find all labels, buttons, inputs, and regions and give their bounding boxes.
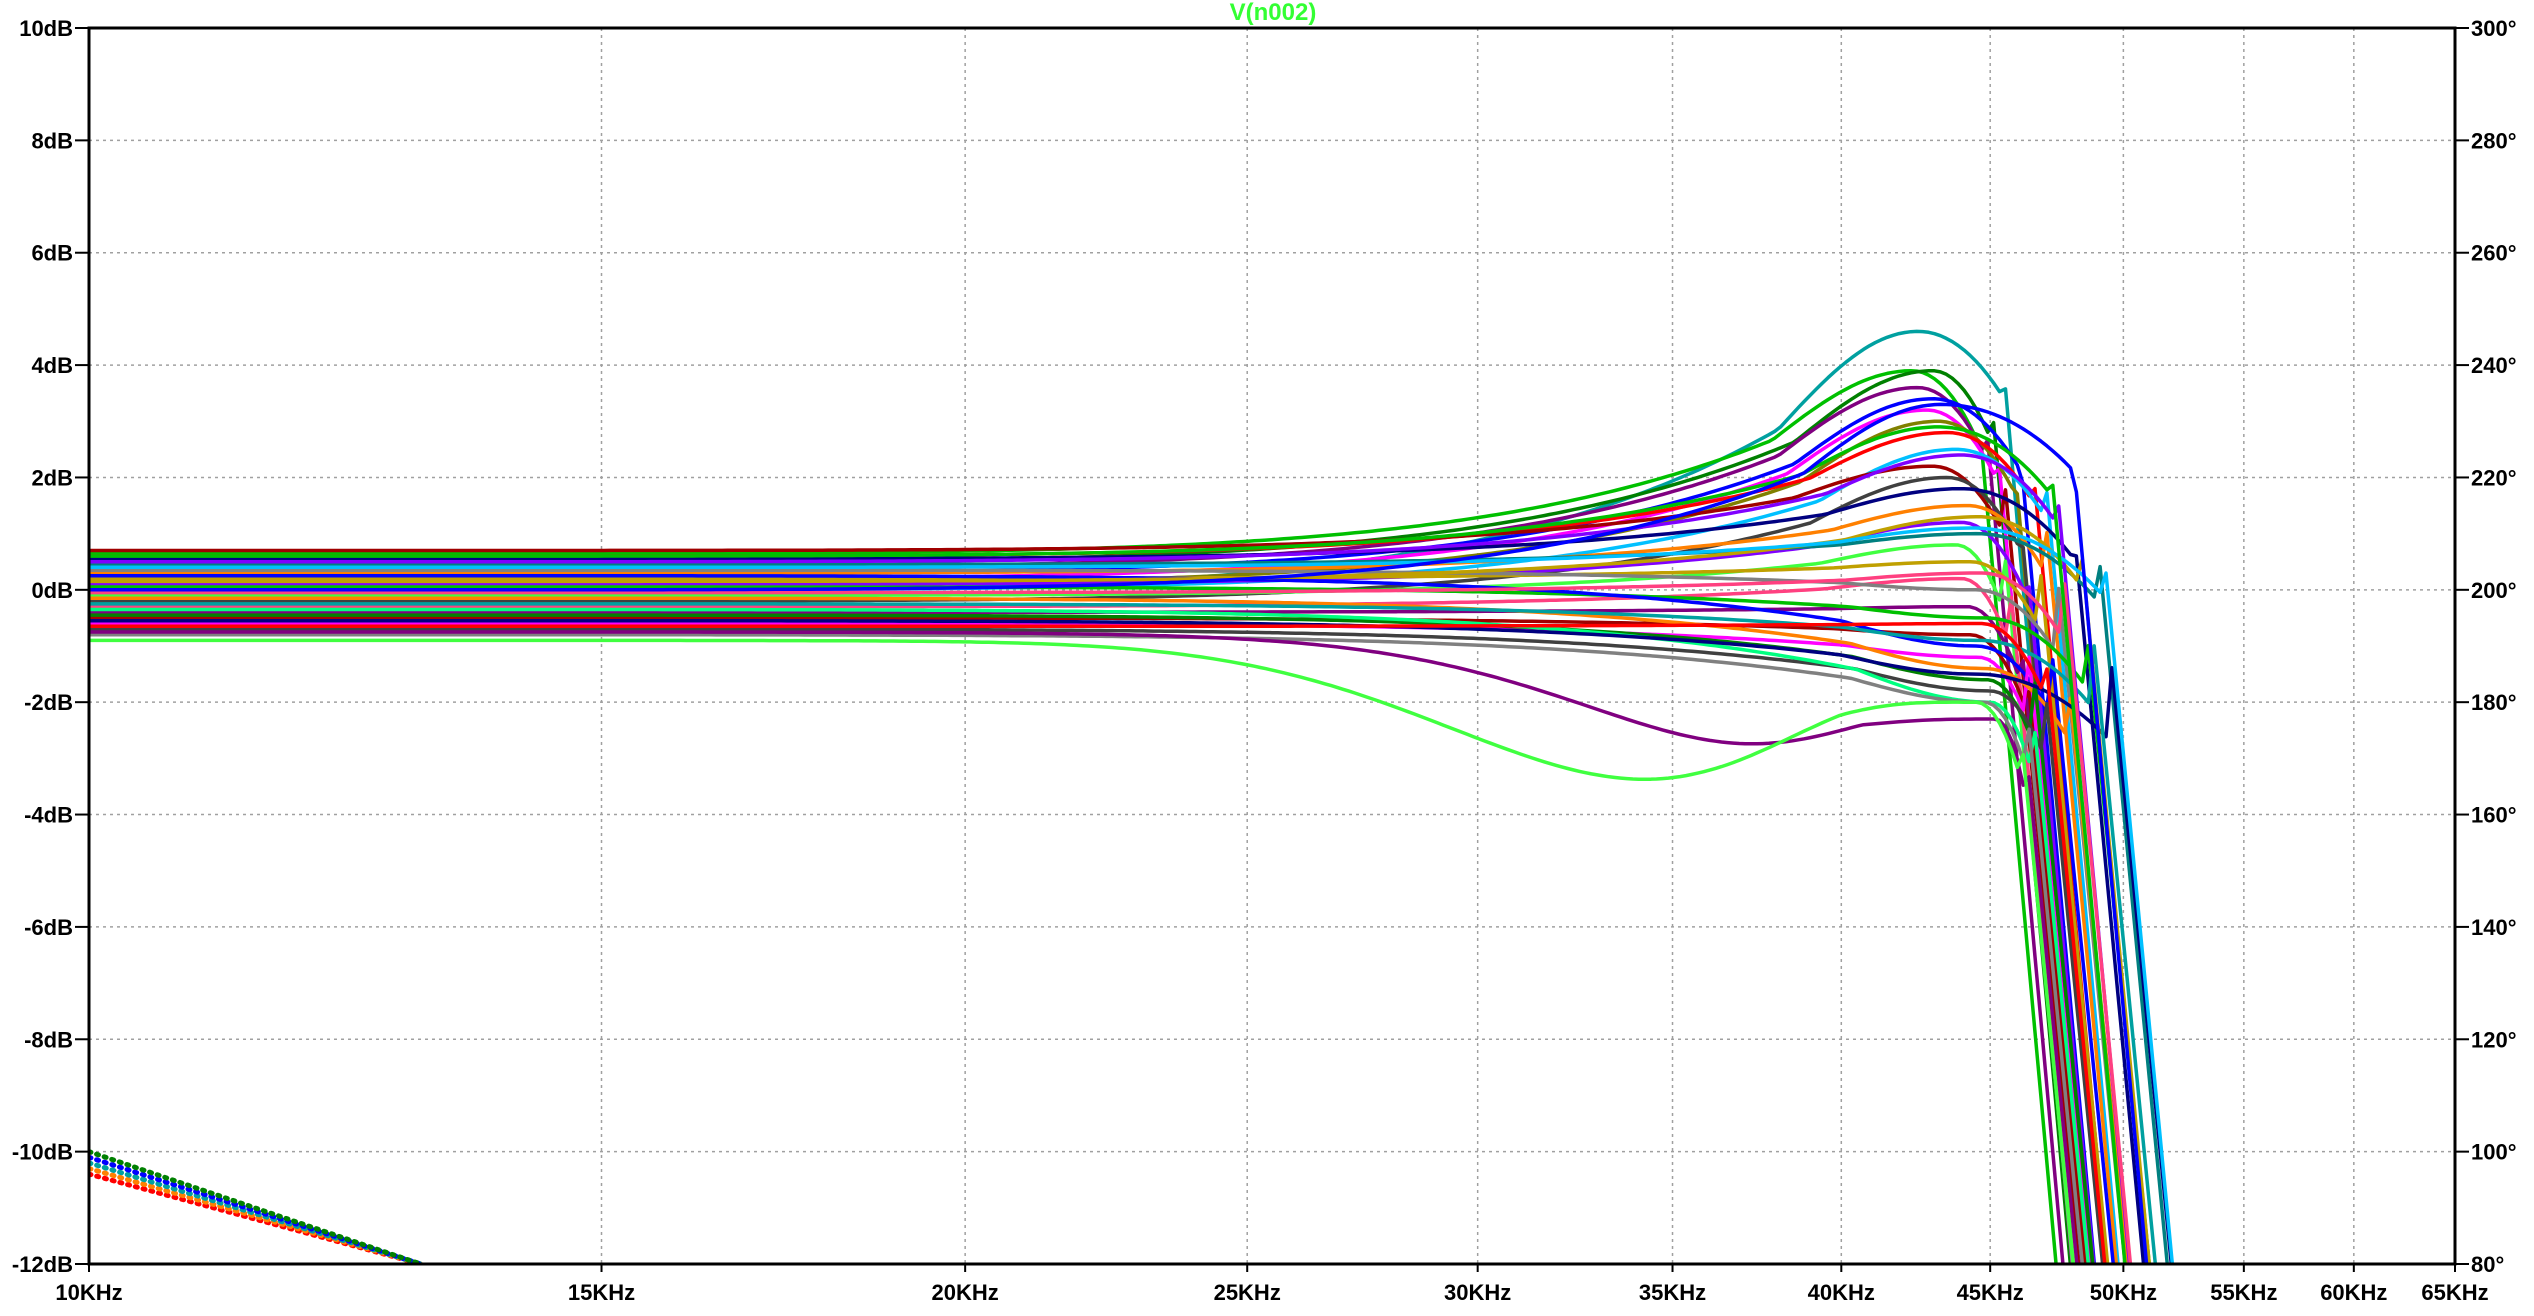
magnitude-trace[interactable] xyxy=(89,618,2183,1316)
y-right-tick-label: 80° xyxy=(2471,1252,2504,1277)
magnitude-trace[interactable] xyxy=(89,520,2106,1316)
plot-area xyxy=(89,329,2189,1316)
y-right-tick-label: 300° xyxy=(2471,16,2517,41)
magnitude-trace[interactable] xyxy=(89,568,2142,1316)
y-left-tick-label: 10dB xyxy=(19,16,73,41)
y-right-tick-label: 200° xyxy=(2471,578,2517,603)
plot-frame xyxy=(87,26,2457,1266)
magnitude-trace[interactable] xyxy=(89,621,2100,1316)
trace-title[interactable]: V(n002) xyxy=(1230,0,1317,26)
magnitude-trace[interactable] xyxy=(89,607,2100,1316)
magnitude-trace[interactable] xyxy=(89,453,2142,1316)
y-right-tick-label: 220° xyxy=(2471,465,2517,490)
magnitude-trace[interactable] xyxy=(89,402,2159,1316)
x-tick-label: 30KHz xyxy=(1444,1280,1511,1305)
magnitude-trace[interactable] xyxy=(89,464,2094,1316)
ticks xyxy=(75,27,2469,1272)
magnitude-trace[interactable] xyxy=(89,613,2106,1316)
y-left-tick-label: 8dB xyxy=(31,128,73,153)
y-right-tick-label: 160° xyxy=(2471,803,2517,828)
x-tick-label: 10KHz xyxy=(55,1280,122,1305)
y-left-tick-label: 2dB xyxy=(31,465,73,490)
y-left-tick-label: -12dB xyxy=(12,1252,73,1277)
magnitude-trace[interactable] xyxy=(89,616,2100,1316)
y-left-tick-label: -10dB xyxy=(12,1140,73,1165)
magnitude-trace[interactable] xyxy=(89,604,2094,1316)
y-left-tick-label: 6dB xyxy=(31,241,73,266)
magnitude-trace[interactable] xyxy=(89,486,2159,1316)
y-right-tick-label: 140° xyxy=(2471,915,2517,940)
magnitude-trace[interactable] xyxy=(89,397,2106,1316)
magnitude-trace[interactable] xyxy=(89,475,2106,1316)
magnitude-trace[interactable] xyxy=(89,531,2183,1316)
x-tick-label: 50KHz xyxy=(2090,1280,2157,1305)
x-tick-label: 55KHz xyxy=(2210,1280,2277,1305)
magnitude-trace[interactable] xyxy=(89,638,2088,1316)
magnitude-trace[interactable] xyxy=(89,627,2118,1316)
magnitude-trace[interactable] xyxy=(89,621,2118,1316)
x-tick-label: 25KHz xyxy=(1214,1280,1281,1305)
magnitude-trace[interactable] xyxy=(89,526,2189,1316)
x-tick-label: 45KHz xyxy=(1957,1280,2024,1305)
x-tick-label: 35KHz xyxy=(1639,1280,1706,1305)
magnitude-trace[interactable] xyxy=(89,585,2165,1316)
magnitude-trace[interactable] xyxy=(89,630,2088,1316)
magnitude-trace[interactable] xyxy=(89,385,2076,1316)
magnitude-trace[interactable] xyxy=(89,574,2130,1316)
phase-trace[interactable] xyxy=(89,1149,424,1264)
y-left-tick-label: -8dB xyxy=(24,1027,73,1052)
y-right-tick-label: 180° xyxy=(2471,690,2517,715)
magnitude-trace[interactable] xyxy=(89,633,2094,1316)
y-right-tick-label: 100° xyxy=(2471,1140,2517,1165)
magnitude-trace[interactable] xyxy=(89,576,2088,1316)
magnitude-trace[interactable] xyxy=(89,571,2142,1316)
y-left-tick-label: 4dB xyxy=(31,353,73,378)
y-right-tick-label: 260° xyxy=(2471,241,2517,266)
y-left-tick-label: -2dB xyxy=(24,690,73,715)
x-tick-label: 65KHz xyxy=(2421,1280,2488,1305)
y-right-tick-label: 280° xyxy=(2471,128,2517,153)
x-tick-label: 20KHz xyxy=(932,1280,999,1305)
tick-labels: 10KHz 15KHz 20KHz 25KHz 30KHz 35KHz 40KHz 45KHz… xyxy=(12,16,2517,1305)
x-tick-label: 40KHz xyxy=(1808,1280,1875,1305)
y-right-tick-label: 120° xyxy=(2471,1027,2517,1052)
y-right-tick-label: 240° xyxy=(2471,353,2517,378)
y-left-tick-label: -6dB xyxy=(24,915,73,940)
y-left-tick-label: 0dB xyxy=(31,578,73,603)
y-left-tick-label: -4dB xyxy=(24,803,73,828)
x-tick-label: 15KHz xyxy=(568,1280,635,1305)
x-tick-label: 60KHz xyxy=(2320,1280,2387,1305)
magnitude-trace[interactable] xyxy=(89,596,2142,1316)
